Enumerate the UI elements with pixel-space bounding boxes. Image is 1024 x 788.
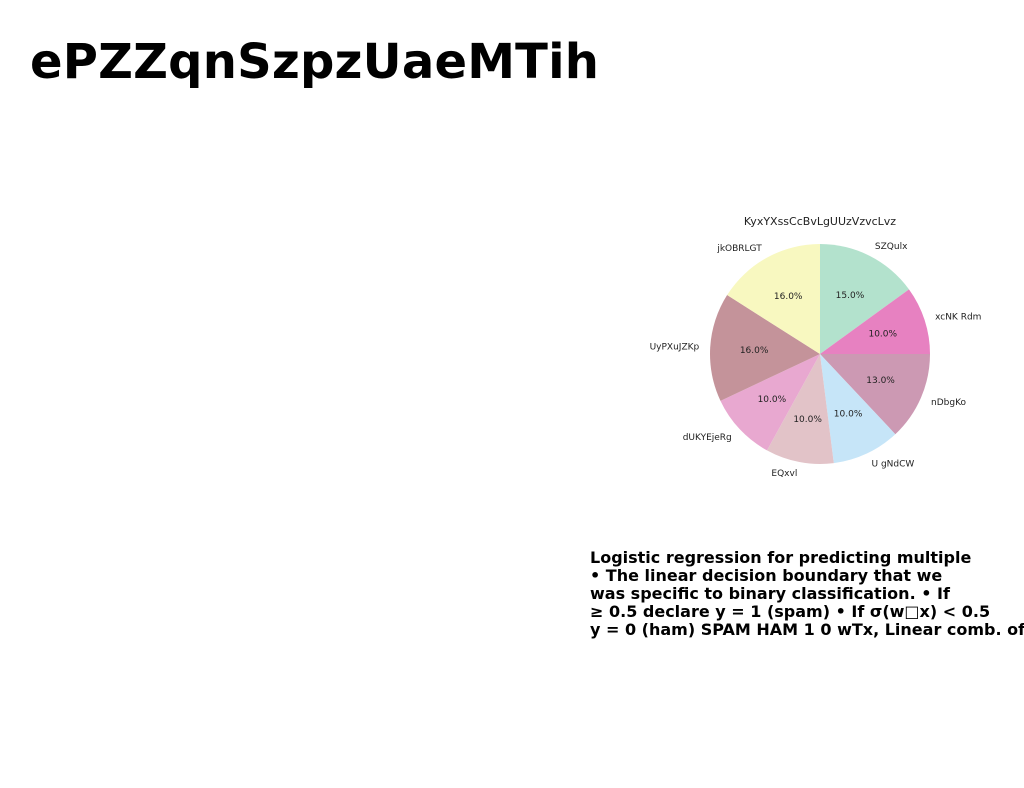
pie-chart-svg: KyxYXssCcBvLgUUzVzvcLvz 15.0%10.0%13.0%1… bbox=[650, 215, 982, 479]
pie-chart: KyxYXssCcBvLgUUzVzvcLvz 15.0% 10.0% 13.0% 1… bbox=[630, 205, 1010, 495]
body-text-line: • The linear decision boundary that we bbox=[590, 566, 943, 585]
pie-category-label: U gNdCW bbox=[872, 459, 915, 469]
pie-category-label: nDbgKo bbox=[931, 398, 967, 408]
pie-slice bbox=[820, 244, 909, 354]
pie-category-label: EQxvl bbox=[771, 469, 797, 479]
pie-percent-label: 15.0% bbox=[836, 291, 865, 301]
pie-slice bbox=[727, 244, 820, 354]
pie-percent-label: 10.0% bbox=[868, 330, 897, 340]
pie-slice bbox=[767, 354, 834, 464]
page-title: ePZZqnSzpzUaeMTih bbox=[30, 34, 600, 90]
pie-percent-label: 10.0% bbox=[758, 395, 787, 405]
pie-percent-label: 16.0% bbox=[774, 292, 803, 302]
body-text-line: Logistic regression for predicting multi… bbox=[590, 548, 972, 567]
pie-slice bbox=[820, 354, 930, 435]
body-text-line: y = 0 (ham) SPAM HAM 1 0 wTx, Linear com… bbox=[590, 620, 1024, 639]
pie-category-labels: SZQulx xcNK Rdm nDbgKo U gNdCW EQxvl dUKYEjeR… bbox=[650, 242, 982, 479]
pie-slice bbox=[720, 354, 820, 451]
pie-category-label: jkOBRLGT bbox=[716, 244, 762, 254]
chart-title: KyxYXssCcBvLgUUzVzvcLvz bbox=[744, 215, 896, 228]
body-text-line: was specific to binary classification. •… bbox=[590, 584, 950, 603]
pie-category-label: UyPXuJZKp bbox=[650, 342, 700, 352]
pie-percent-label: 16.0% bbox=[740, 346, 769, 356]
pie-percent-labels: 15.0% 10.0% 13.0% 10.0% 10.0% 10.0% 16.0% 16.0% bbox=[740, 291, 898, 425]
body-text: Logistic regression for predicting multi… bbox=[590, 549, 1024, 639]
pie-category-label: dUKYEjeRg bbox=[683, 433, 732, 443]
pie-slice bbox=[709, 295, 820, 401]
pie-percent-label: 10.0% bbox=[834, 410, 863, 420]
pie-slice bbox=[820, 289, 930, 354]
body-text-line: ≥ 0.5 declare y = 1 (spam) • If σ(w□x) <… bbox=[590, 602, 991, 621]
pie-percent-label: 13.0% bbox=[866, 376, 895, 386]
pie-slice bbox=[820, 354, 896, 464]
pie-category-label: SZQulx bbox=[875, 242, 908, 252]
pie-category-label: xcNK Rdm bbox=[935, 313, 981, 323]
pie-slices bbox=[709, 244, 930, 464]
pie-percent-label: 10.0% bbox=[793, 415, 822, 425]
